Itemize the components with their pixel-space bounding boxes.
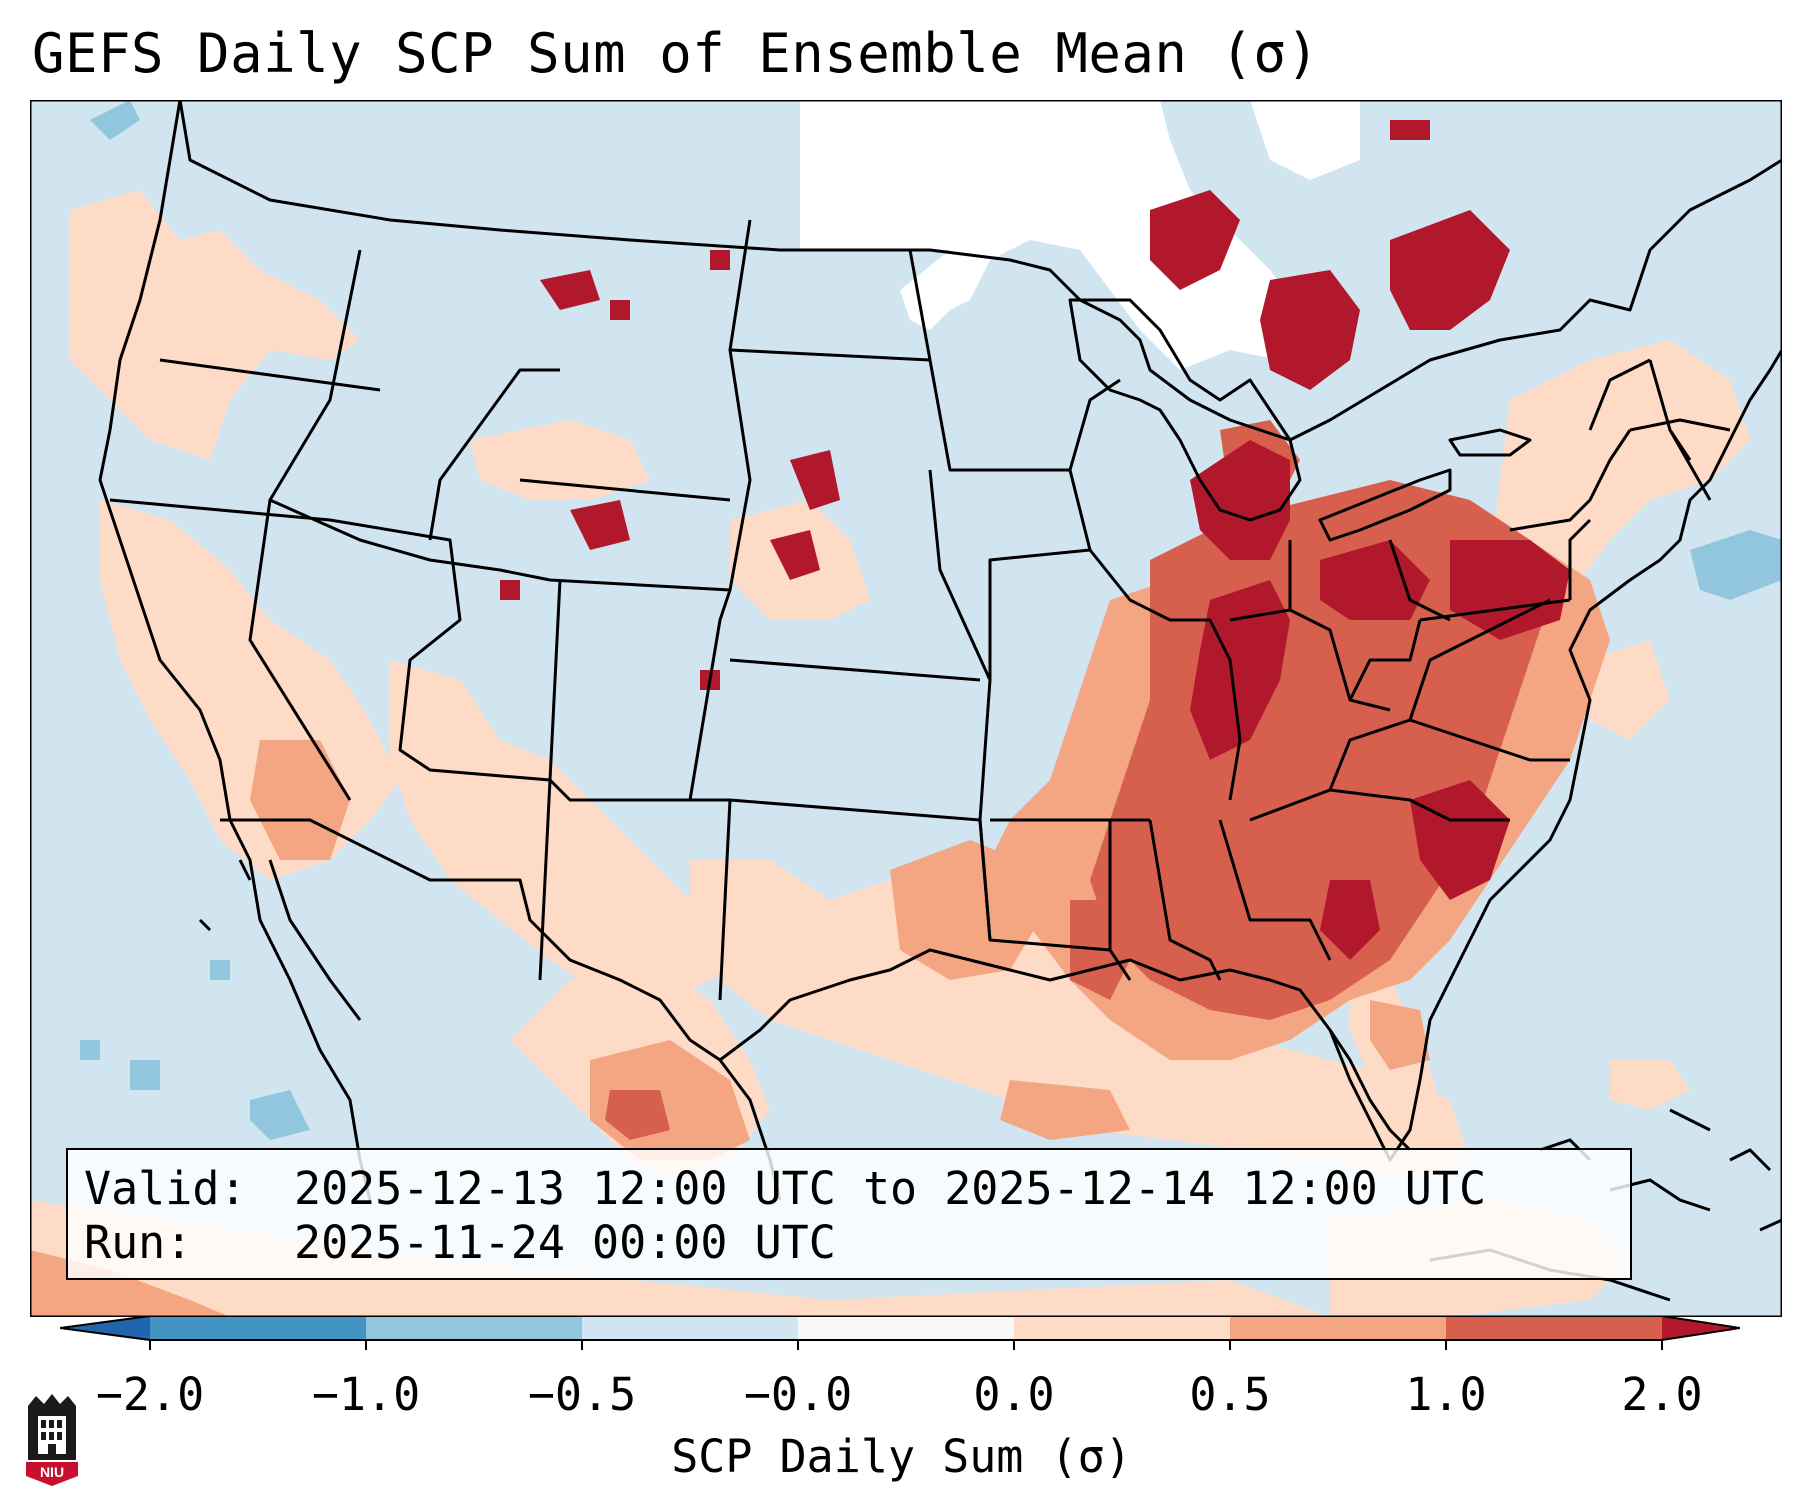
moderate-positive-areas (605, 420, 1550, 1140)
colorbar-segment-3 (582, 1316, 798, 1340)
map-title: GEFS Daily SCP Sum of Ensemble Mean (σ) (32, 22, 1320, 85)
colorbar-segment-8 (1662, 1316, 1740, 1340)
colorbar-segment-7 (1446, 1316, 1662, 1340)
valid-line: Valid: 2025-12-13 12:00 UTC to 2025-12-14… (84, 1162, 1486, 1215)
state-lines-northeast (1509, 358, 1731, 600)
colorbar-segment-5 (1014, 1316, 1230, 1340)
colorbar-ticks (149, 1340, 1663, 1350)
logo-text: NIU (40, 1464, 64, 1480)
us-canada-border (178, 100, 1782, 442)
tick-label: 1.0 (1405, 1368, 1487, 1421)
florida (1328, 1029, 1412, 1152)
no-data-regions (800, 100, 1360, 370)
niu-logo-icon: NIU (26, 1394, 78, 1486)
lake-ontario (1448, 428, 1532, 457)
tick-label: 2.0 (1621, 1368, 1703, 1421)
negative-areas (80, 100, 1782, 1140)
colorbar-segment-1 (150, 1316, 366, 1340)
tick-label: −2.0 (95, 1368, 205, 1421)
heavy-positive-areas (500, 120, 1570, 960)
east-coast (1468, 349, 1782, 941)
tick-label: −1.0 (311, 1368, 421, 1421)
colorbar-segment-4 (798, 1316, 1014, 1340)
map-outlines (98, 100, 1782, 1201)
state-lines-south (978, 598, 1570, 981)
west-coast (98, 100, 372, 1201)
run-label: Run: (84, 1216, 193, 1269)
run-line: Run: 2025-11-24 00:00 UTC (84, 1216, 836, 1269)
gulf-coast (719, 939, 1472, 1162)
colorbar-segment-0 (60, 1316, 150, 1340)
great-lakes (1068, 298, 1302, 522)
valid-label: Valid: (84, 1162, 247, 1215)
colorbar-segment-6 (1230, 1316, 1446, 1340)
tick-label: 0.0 (973, 1368, 1055, 1421)
mexico-border (220, 818, 721, 1062)
tick-label: 0.5 (1189, 1368, 1271, 1421)
colorbar-segment-2 (366, 1316, 582, 1340)
valid-time-box: Valid: 2025-12-13 12:00 UTC to 2025-12-14… (66, 1148, 1632, 1280)
state-lines-midwest (1088, 539, 1571, 801)
lake-erie (1318, 468, 1452, 542)
valid-value: 2025-12-13 12:00 UTC to 2025-12-14 12:00… (294, 1162, 1487, 1215)
baja (268, 859, 362, 1021)
state-lines-west (109, 249, 981, 1001)
scp-map (30, 100, 1782, 1317)
tick-label: −0.5 (527, 1368, 637, 1421)
tick-label: −0.0 (743, 1368, 853, 1421)
colorbar-label: SCP Daily Sum (σ) (671, 1430, 1132, 1483)
colorbar (60, 1316, 1740, 1350)
run-value: 2025-11-24 00:00 UTC (294, 1216, 836, 1269)
state-lines-plains (728, 219, 1121, 941)
